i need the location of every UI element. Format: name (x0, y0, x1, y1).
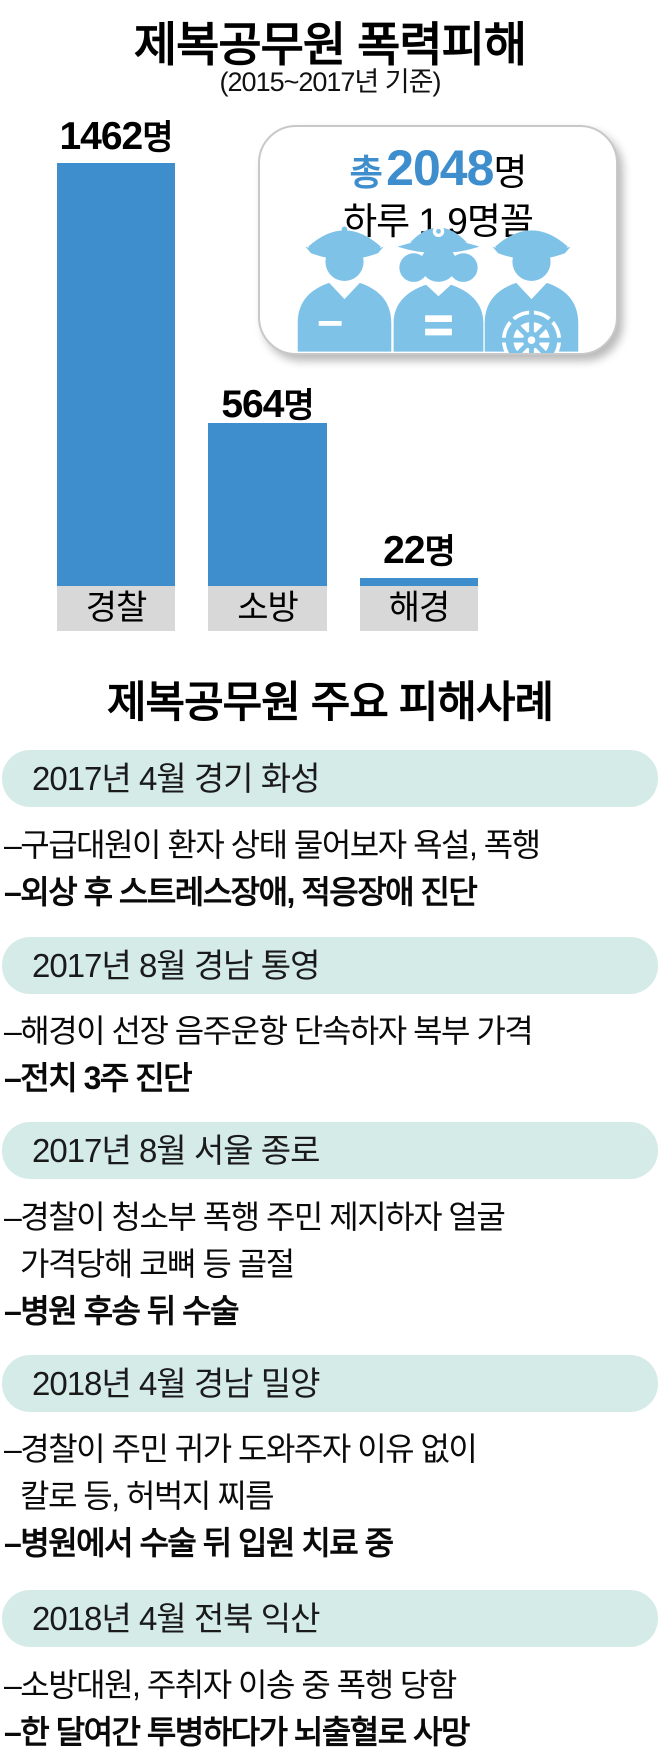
bar-coastguard (360, 578, 478, 586)
total-number: 2048 (386, 140, 494, 196)
page-title: 제복공무원 폭력피해 (133, 18, 527, 71)
case-header-4: 2018년 4월 경남 밀양 (2, 1355, 658, 1412)
bar-value-number: 22 (383, 529, 425, 572)
category-label-police: 경찰 (57, 586, 175, 631)
case-line: –외상 후 스트레스장애, 적응장애 진단 (4, 874, 478, 910)
page-subtitle: (2015~2017년 기준) (219, 67, 442, 97)
case-body-3: –경찰이 청소부 폭행 주민 제지하자 얼굴 가격당해 코뼈 등 골절 –병원 … (4, 1194, 658, 1335)
case-line: 가격당해 코뼈 등 골절 (20, 1246, 295, 1282)
case-body-1: –구급대원이 환자 상태 물어보자 욕설, 폭행 –외상 후 스트레스장애, 적… (4, 822, 658, 916)
bar-value-unit: 명 (424, 533, 456, 571)
police-officer-icon (297, 226, 392, 352)
category-label-fire: 소방 (208, 586, 327, 631)
total-summary-box: 총 2048명 하루 1.9명꼴 (258, 125, 618, 355)
case-line: –구급대원이 환자 상태 물어보자 욕설, 폭행 (4, 827, 541, 863)
victims-bar-chart: 1462명 564명 22명 경찰 소방 해경 (0, 0, 660, 631)
case-line: 칼로 등, 허벅지 찌름 (20, 1478, 275, 1514)
firefighter-icon (393, 225, 484, 352)
case-line: –전치 3주 진단 (4, 1060, 193, 1096)
bar-fire (208, 423, 327, 586)
case-line: –소방대원, 주취자 이송 중 폭행 당함 (4, 1667, 457, 1703)
case-line: –병원에서 수술 뒤 입원 치료 중 (4, 1525, 394, 1561)
bar-value-unit: 명 (283, 387, 314, 425)
case-body-4: –경찰이 주민 귀가 도와주자 이유 없이 칼로 등, 허벅지 찌름 –병원에서… (4, 1426, 658, 1567)
case-header-5: 2018년 4월 전북 익산 (2, 1590, 658, 1647)
total-count-line: 총 2048명 (260, 139, 616, 197)
bar-value-fire: 564명 (208, 378, 327, 427)
case-line: –경찰이 청소부 폭행 주민 제지하자 얼굴 (4, 1199, 506, 1235)
bar-value-number: 1462 (59, 115, 143, 158)
case-body-2: –해경이 선장 음주운항 단속하자 복부 가격 –전치 3주 진단 (4, 1008, 658, 1102)
case-line: –해경이 선장 음주운항 단속하자 복부 가격 (4, 1013, 534, 1049)
category-label-coastguard: 해경 (360, 586, 478, 631)
bar-value-coastguard: 22명 (360, 524, 478, 573)
cases-section-title: 제복공무원 주요 피해사례 (106, 679, 554, 727)
case-header-1: 2017년 4월 경기 화성 (2, 750, 658, 807)
case-line: –경찰이 주민 귀가 도와주자 이유 없이 (4, 1431, 478, 1467)
case-header-3: 2017년 8월 서울 종로 (2, 1122, 658, 1179)
case-body-5: –소방대원, 주취자 이송 중 폭행 당함 –한 달여간 투병하다가 뇌출혈로 … (4, 1662, 658, 1756)
bar-value-police: 1462명 (57, 110, 175, 159)
bar-police (57, 163, 175, 586)
bar-value-unit: 명 (142, 119, 173, 157)
coast-guard-icon (484, 230, 579, 353)
case-header-2: 2017년 8월 경남 통영 (2, 937, 658, 994)
total-prefix: 총 (349, 152, 383, 193)
bar-value-number: 564 (221, 383, 284, 426)
total-unit: 명 (493, 152, 527, 193)
case-line: –병원 후송 뒤 수술 (4, 1293, 240, 1329)
case-line: –한 달여간 투병하다가 뇌출혈로 사망 (4, 1714, 470, 1750)
